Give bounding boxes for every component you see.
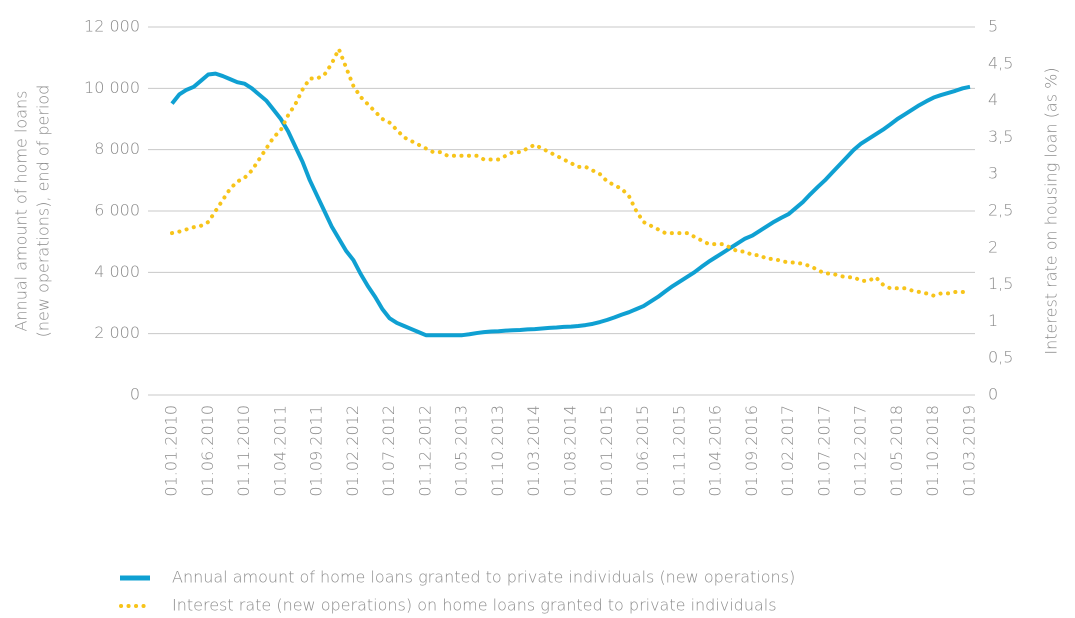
y2-tick-label: 5 — [988, 17, 998, 36]
x-tick-label: 01.07.2017 — [814, 405, 833, 497]
y2-tick-label: 2,5 — [988, 201, 1013, 220]
x-tick-label: 01.01.2010 — [162, 405, 181, 497]
x-tick-label: 01.10.2018 — [923, 405, 942, 497]
y2-tick-label: 1 — [988, 311, 998, 330]
y2-tick-label: 2 — [988, 237, 998, 256]
y2-tick-label: 3 — [988, 164, 998, 183]
x-tick-label: 01.01.2015 — [597, 405, 616, 497]
y2-tick-label: 3,5 — [988, 127, 1013, 146]
x-tick-label: 01.09.2011 — [307, 405, 326, 497]
y-axis-title-line1: Annual amount of home loans — [12, 91, 31, 332]
legend-label: Interest rate (new operations) on home l… — [172, 596, 777, 615]
x-tick-label: 01.03.2019 — [960, 405, 979, 497]
x-tick-label: 01.06.2010 — [198, 405, 217, 497]
x-tick-label: 01.08.2014 — [561, 405, 580, 497]
series-line — [170, 47, 972, 298]
y-axis-title-line2: (new operations), end of period — [34, 85, 53, 338]
x-tick-label: 01.04.2016 — [706, 405, 725, 497]
y2-tick-label: 0,5 — [988, 348, 1013, 367]
y-tick-label: 4 000 — [94, 262, 140, 281]
x-tick-label: 01.10.2013 — [488, 405, 507, 497]
x-tick-label: 01.06.2015 — [633, 405, 652, 497]
y-tick-label: 12 000 — [84, 17, 140, 36]
series-line — [170, 71, 971, 338]
y2-tick-label: 0 — [988, 385, 998, 404]
y2-tick-label: 1,5 — [988, 274, 1013, 293]
x-tick-label: 01.03.2014 — [524, 405, 543, 497]
y-tick-label: 6 000 — [94, 201, 140, 220]
x-tick-label: 01.02.2017 — [778, 405, 797, 497]
x-tick-label: 01.11.2010 — [234, 405, 253, 497]
x-tick-label: 01.07.2012 — [379, 405, 398, 497]
x-tick-label: 01.04.2011 — [270, 405, 289, 497]
y-tick-label: 2 000 — [94, 323, 140, 342]
x-tick-label: 01.11.2015 — [669, 405, 688, 497]
x-tick-label: 01.12.2012 — [415, 405, 434, 497]
x-tick-label: 01.09.2016 — [742, 405, 761, 497]
y-tick-label: 0 — [130, 385, 140, 404]
y-tick-label: 8 000 — [94, 139, 140, 158]
legend-label: Annual amount of home loans granted to p… — [172, 568, 795, 587]
y2-tick-label: 4,5 — [988, 53, 1013, 72]
x-tick-label: 01.02.2012 — [343, 405, 362, 497]
y2-tick-label: 4 — [988, 90, 998, 109]
x-tick-label: 01.05.2018 — [887, 405, 906, 497]
x-tick-label: 01.12.2017 — [851, 405, 870, 497]
x-tick-label: 01.05.2013 — [452, 405, 471, 497]
y-tick-label: 10 000 — [84, 78, 140, 97]
y2-axis-title: Interest rate on housing loan (as %) — [1042, 67, 1061, 354]
